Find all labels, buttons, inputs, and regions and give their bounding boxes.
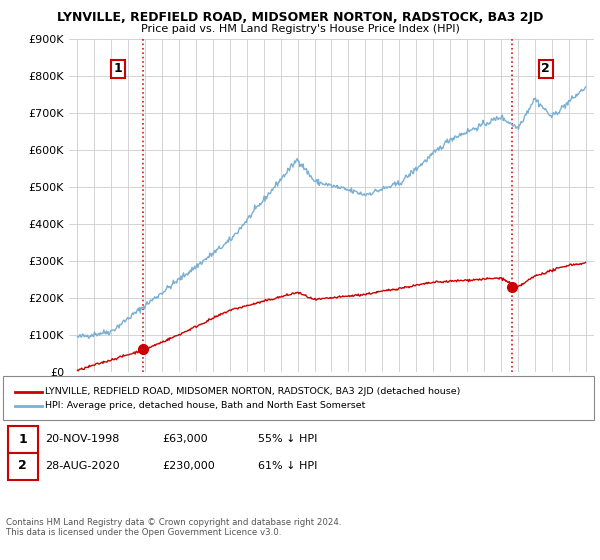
- Text: £230,000: £230,000: [162, 461, 215, 471]
- Text: LYNVILLE, REDFIELD ROAD, MIDSOMER NORTON, RADSTOCK, BA3 2JD (detached house): LYNVILLE, REDFIELD ROAD, MIDSOMER NORTON…: [45, 388, 460, 396]
- Text: 55% ↓ HPI: 55% ↓ HPI: [258, 434, 317, 444]
- Text: 28-AUG-2020: 28-AUG-2020: [45, 461, 119, 471]
- Text: 1: 1: [19, 432, 27, 446]
- Text: £63,000: £63,000: [162, 434, 208, 444]
- Text: Price paid vs. HM Land Registry's House Price Index (HPI): Price paid vs. HM Land Registry's House …: [140, 24, 460, 34]
- Text: HPI: Average price, detached house, Bath and North East Somerset: HPI: Average price, detached house, Bath…: [45, 402, 365, 410]
- Text: 61% ↓ HPI: 61% ↓ HPI: [258, 461, 317, 471]
- Text: 1: 1: [113, 62, 122, 75]
- Text: LYNVILLE, REDFIELD ROAD, MIDSOMER NORTON, RADSTOCK, BA3 2JD: LYNVILLE, REDFIELD ROAD, MIDSOMER NORTON…: [57, 11, 543, 24]
- Text: 2: 2: [19, 459, 27, 473]
- Text: 2: 2: [541, 62, 550, 75]
- Text: 20-NOV-1998: 20-NOV-1998: [45, 434, 119, 444]
- Text: Contains HM Land Registry data © Crown copyright and database right 2024.
This d: Contains HM Land Registry data © Crown c…: [6, 518, 341, 538]
